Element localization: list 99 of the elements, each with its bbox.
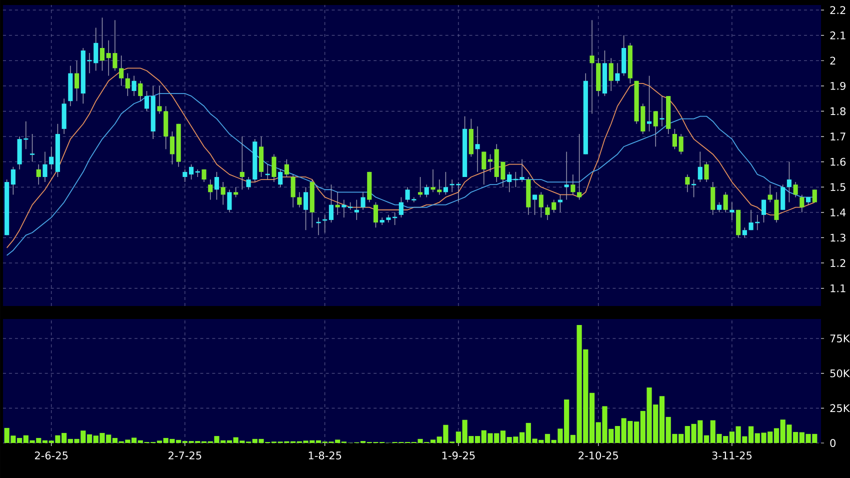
candlestick <box>780 184 786 210</box>
candlestick <box>227 189 232 213</box>
candlestick <box>793 182 798 198</box>
y-tick-label: 1.8 <box>830 107 846 116</box>
candlestick <box>768 184 772 203</box>
candlestick <box>710 182 716 216</box>
y-tick-label: 1.6 <box>830 158 846 166</box>
x-tick-label: 1-8-25 <box>308 452 342 460</box>
candlestick <box>202 169 206 182</box>
candlestick <box>272 154 276 182</box>
x-tick-label: 3-11-25 <box>712 452 752 460</box>
y-tick-label: 2 <box>830 56 836 65</box>
candlestick <box>761 199 766 223</box>
candlestick <box>220 182 226 206</box>
candlestick <box>240 136 244 190</box>
y-tick-label: 1.1 <box>830 284 846 292</box>
candlestick <box>182 169 188 182</box>
candlestick <box>170 131 174 165</box>
candlestick <box>328 184 334 223</box>
candlestick <box>373 202 378 228</box>
candlestick <box>49 146 54 170</box>
candlestick <box>659 96 665 127</box>
candlestick <box>437 179 442 196</box>
candlestick <box>564 151 569 200</box>
candlestick <box>615 62 620 84</box>
candlestick <box>430 169 436 193</box>
candlestick <box>520 158 524 182</box>
candlestick <box>608 58 614 92</box>
candlestick <box>36 164 41 185</box>
candlestick <box>672 128 677 150</box>
candlestick <box>278 169 283 188</box>
x-tick-label: 2-7-25 <box>168 452 202 460</box>
candlestick <box>398 196 404 218</box>
candlestick <box>482 151 486 185</box>
candlestick <box>812 189 817 203</box>
y-tick-label: 1.5 <box>830 183 846 192</box>
candlestick <box>74 60 80 102</box>
candlestick <box>10 166 16 196</box>
x-tick-label: 2-6-25 <box>34 452 68 460</box>
candlestick <box>119 55 124 86</box>
x-tick-label: 2-10-25 <box>578 452 618 460</box>
candlestick <box>723 192 728 213</box>
candlestick <box>354 199 359 220</box>
candlestick <box>646 75 652 132</box>
candlestick <box>297 192 302 208</box>
candlestick <box>800 194 804 213</box>
candlestick <box>29 134 36 162</box>
candlestick <box>774 192 779 223</box>
candlestick <box>577 134 582 200</box>
candlestick <box>303 186 308 230</box>
candlestick <box>360 192 366 210</box>
candlestick <box>704 161 709 182</box>
candlestick <box>208 179 213 200</box>
y-tick-label: 25K <box>830 404 850 412</box>
candlestick <box>570 174 576 196</box>
y-tick-label: 1.9 <box>830 82 846 90</box>
y-tick-label: 2.2 <box>830 6 846 14</box>
candlestick <box>786 161 792 203</box>
candlestick <box>488 154 493 172</box>
y-tick-label: 50K <box>830 369 850 378</box>
candlestick <box>678 134 684 155</box>
candlestick <box>335 192 340 216</box>
candlestick <box>42 151 48 182</box>
candlestick <box>730 202 734 220</box>
candlestick <box>475 126 480 172</box>
candlestick <box>653 110 658 147</box>
candlestick <box>507 172 512 193</box>
candlestick <box>742 227 747 238</box>
candlestick <box>590 20 594 114</box>
candlestick <box>698 151 702 182</box>
candlestick <box>558 194 563 213</box>
candlestick <box>214 172 220 200</box>
candlestick <box>685 174 690 193</box>
y-tick-label: 1.4 <box>830 208 846 216</box>
candlestick <box>538 192 544 218</box>
candlestick <box>100 17 105 72</box>
y-tick-label: 1.7 <box>830 132 846 140</box>
candlestick <box>144 90 150 112</box>
candlestick <box>290 174 296 208</box>
candlestick <box>157 86 162 114</box>
candlestick <box>125 72 130 96</box>
candlestick <box>716 202 722 213</box>
candlestick <box>138 80 143 102</box>
candlestick <box>424 184 429 198</box>
y-tick-label: 2.1 <box>830 31 846 40</box>
y-tick-label: 1.3 <box>830 234 846 242</box>
candlestick <box>532 194 538 216</box>
candlestick <box>234 186 238 198</box>
candlestick <box>246 176 251 190</box>
candlestick <box>443 172 448 196</box>
x-tick-label: 1-9-25 <box>442 452 475 460</box>
candlestick <box>342 199 346 218</box>
candlestick <box>132 75 136 96</box>
y-tick-label: 75K <box>830 334 850 342</box>
y-tick-label: 1.2 <box>830 259 846 267</box>
candlestick <box>418 176 423 198</box>
candlestick <box>284 158 289 178</box>
y-tick-label: 0 <box>830 439 836 447</box>
candlestick <box>189 164 194 180</box>
